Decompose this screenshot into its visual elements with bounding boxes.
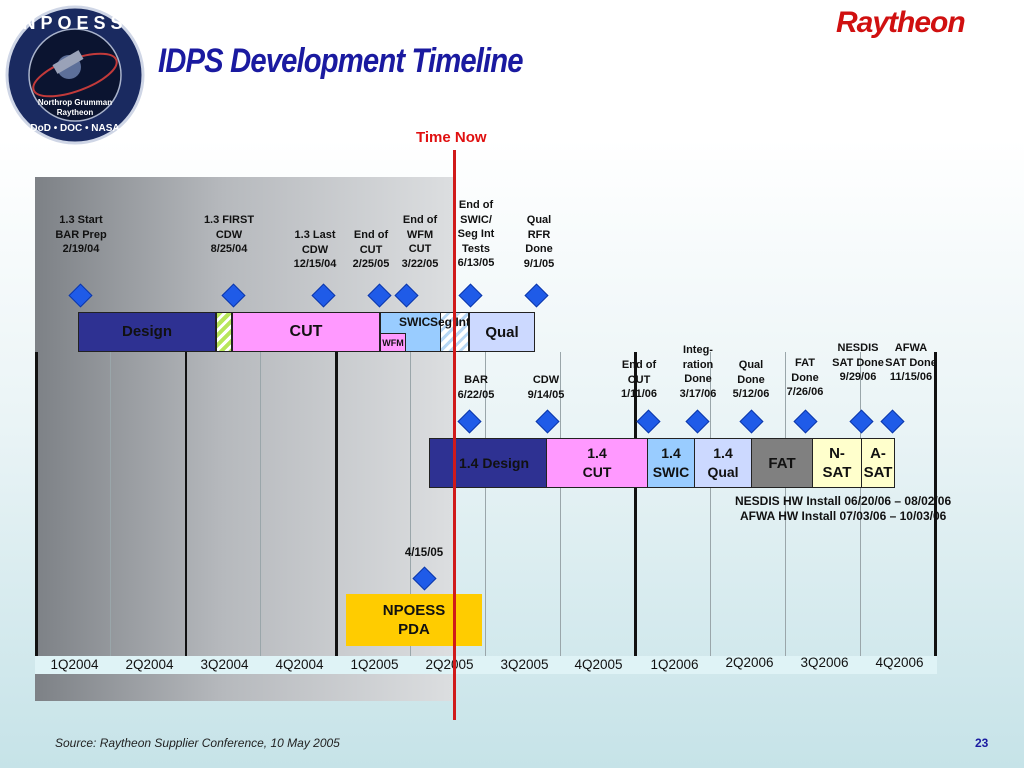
bar-14-fat-label: FAT: [768, 454, 796, 472]
bar-14-design: 1.4 Design: [429, 438, 547, 488]
quarter-label: 3Q2004: [200, 657, 249, 672]
quarter-label: 2Q2005: [425, 657, 474, 672]
milestone-label: CDW 9/14/05: [527, 374, 565, 401]
quarter-divider: [560, 352, 561, 672]
bar-swic-label: SWIC: [399, 315, 431, 329]
bar-14-cut-label: 1.4 CUT: [582, 445, 612, 480]
bar-wfm: WFM: [380, 333, 406, 352]
bar-design-label: Design: [121, 323, 172, 340]
year-divider-2006: [634, 352, 637, 672]
quarter-divider: [110, 352, 111, 672]
quarter-divider: [260, 352, 261, 672]
quarter-divider: [185, 352, 187, 672]
milestone-label: BAR 6/22/05: [457, 374, 495, 401]
milestone-diamond-icon: [457, 409, 482, 434]
bar-14-cut: 1.4 CUT: [546, 438, 648, 488]
milestone-label: Qual Done 5/12/06: [732, 359, 770, 400]
quarter-label: 4Q2004: [275, 657, 324, 672]
quarter-divider: [485, 352, 486, 672]
quarter-label: 1Q2004: [50, 657, 99, 672]
milestone-label: 1.3 Last CDW 12/15/04: [293, 229, 337, 270]
logo-line2: Raytheon: [56, 108, 94, 117]
bar-wfm-label: WFM: [382, 337, 404, 348]
milestone-label: End of WFM CUT 3/22/05: [401, 214, 439, 270]
bar-hatched-segment: [216, 312, 232, 352]
quarter-divider: [785, 352, 786, 672]
bar-14-qual: 1.4 Qual: [694, 438, 752, 488]
bar-14-qual-label: 1.4 Qual: [707, 445, 739, 480]
bar-14-swic-label: 1.4 SWIC: [652, 445, 690, 480]
nesdis-install-note: NESDIS HW Install 06/20/06 – 08/02/06: [735, 494, 952, 508]
bar-14-nsat-label: N- SAT: [822, 445, 852, 481]
bar-cut-label: CUT: [289, 323, 323, 340]
quarter-label: 4Q2005: [574, 657, 623, 672]
milestone-label: End of CUT 2/25/05: [352, 229, 390, 270]
time-now-line: [453, 150, 456, 720]
quarter-divider: [860, 352, 861, 672]
milestone-label: End of SWIC/ Seg Int Tests 6/13/05: [457, 199, 495, 269]
quarter-label: 3Q2006: [800, 655, 849, 670]
milestone-label: 1.3 FIRST CDW 8/25/04: [203, 214, 255, 255]
logo-top-text: NPOESS: [22, 13, 128, 33]
quarter-axis: [35, 656, 937, 674]
afwa-install-note: AFWA HW Install 07/03/06 – 10/03/06: [740, 509, 947, 523]
quarter-label: 4Q2006: [875, 655, 924, 670]
milestone-label: Qual RFR Done 9/1/05: [523, 214, 555, 270]
milestone-diamond-icon: [636, 409, 661, 434]
source-footer: Source: Raytheon Supplier Conference, 10…: [55, 736, 340, 750]
milestone-diamond-icon: [793, 409, 818, 434]
milestone-label: NESDIS SAT Done 9/29/06: [832, 342, 884, 383]
quarter-divider: [410, 352, 411, 672]
npoess-pda-box: NPOESS PDA: [346, 594, 482, 646]
quarter-label: 1Q2006: [650, 657, 699, 672]
year-divider-2004: [35, 352, 38, 672]
milestone-label: End of CUT 1/11/06: [620, 359, 658, 400]
logo-line1: Northrop Grumman: [37, 98, 113, 107]
bar-14-nsat: N- SAT: [812, 438, 862, 488]
bar-14-asat: A- SAT: [861, 438, 895, 488]
quarter-divider: [710, 352, 711, 672]
quarter-label: 1Q2005: [350, 657, 399, 672]
milestone-label: FAT Done 7/26/06: [786, 357, 824, 398]
bar-14-asat-label: A- SAT: [863, 445, 893, 481]
milestone-diamond-icon: [685, 409, 710, 434]
logo-bottom-text: DoD • DOC • NASA: [30, 123, 120, 134]
quarter-label: 2Q2004: [125, 657, 174, 672]
quarter-label: 3Q2005: [500, 657, 549, 672]
year-divider-end: [934, 352, 937, 672]
bar-qual-label: Qual: [485, 323, 519, 341]
quarter-label: 2Q2006: [725, 655, 774, 670]
bar-segint-label: Seg Int: [429, 315, 470, 329]
milestone-diamond-icon: [739, 409, 764, 434]
bar-14-design-label: 1.4 Design: [458, 454, 530, 471]
bar-design: Design: [78, 312, 216, 352]
milestone-diamond-icon: [535, 409, 560, 434]
milestone-diamond-icon: [880, 409, 905, 434]
page-number: 23: [975, 736, 989, 750]
npoess-logo: NPOESS Northrop Grumman Raytheon DoD • D…: [5, 5, 145, 145]
time-now-label: Time Now: [416, 129, 487, 146]
milestone-diamond-icon: [524, 283, 549, 308]
bar-14-swic: 1.4 SWIC: [647, 438, 695, 488]
raytheon-brand: Raytheon: [836, 6, 966, 39]
bar-qual: Qual: [469, 312, 535, 352]
page-title: IDPS Development Timeline: [158, 42, 524, 80]
pda-date: 4/15/05: [404, 547, 444, 559]
year-divider-2005: [335, 352, 338, 672]
npoess-pda-label: NPOESS PDA: [382, 602, 446, 638]
milestone-label: 1.3 Start BAR Prep 2/19/04: [55, 214, 107, 255]
milestone-diamond-icon: [458, 283, 483, 308]
bar-cut: CUT: [232, 312, 380, 352]
milestone-label: Integ- ration Done 3/17/06: [679, 344, 717, 400]
bar-14-fat: FAT: [751, 438, 813, 488]
milestone-label: AFWA SAT Done 11/15/06: [885, 342, 937, 383]
milestone-diamond-icon: [849, 409, 874, 434]
